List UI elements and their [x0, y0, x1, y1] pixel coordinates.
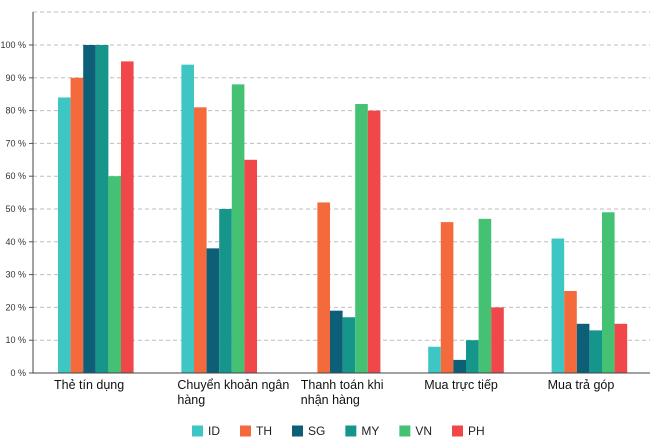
x-category-labels: Thẻ tín dụng Chuyển khoản ngân hàng Thanh t…: [54, 378, 614, 407]
bar-th-3: [440, 222, 454, 373]
bar-sg-1: [206, 248, 220, 373]
bar-sg-0: [83, 45, 96, 373]
legend-label-my: MY: [361, 424, 379, 438]
bar-my-0: [95, 45, 109, 373]
bar-sg-4: [576, 323, 590, 373]
x-category-label: Chuyển khoản ngân hàng: [177, 378, 289, 407]
y-tick-label: 60 %: [5, 171, 26, 181]
legend-label-vn: VN: [415, 424, 432, 438]
legend-swatch-my: [345, 425, 357, 437]
bar-vn-0: [108, 176, 121, 373]
legend: ID TH SG MY VN PH: [192, 424, 485, 438]
x-category-label: Mua trực tiếp: [424, 378, 498, 392]
y-tick-label: 0 %: [10, 368, 26, 378]
bar-vn-2: [355, 104, 368, 373]
y-tick-label: 100 %: [0, 40, 26, 50]
bar-ph-3: [491, 307, 504, 373]
bar-id-1: [181, 64, 194, 374]
bar-sg-3: [453, 359, 466, 373]
bar-th-0: [70, 77, 84, 374]
bar-th-4: [564, 291, 577, 373]
bar-my-4: [589, 330, 602, 373]
legend-swatch-th: [240, 425, 251, 437]
bar-id-3: [428, 346, 441, 373]
y-tick-label: 20 %: [5, 302, 26, 312]
bar-ph-1: [244, 159, 257, 373]
bars: [58, 45, 628, 374]
y-tick-label: 50 %: [5, 204, 26, 214]
axes: [29, 12, 650, 374]
bar-my-1: [219, 209, 232, 373]
y-tick-label: 10 %: [5, 335, 26, 345]
x-category-label: Thẻ tín dụng: [54, 378, 124, 392]
legend-label-th: TH: [256, 424, 272, 438]
y-tick-label: 90 %: [5, 73, 26, 83]
gridlines: [33, 11, 650, 341]
bar-vn-4: [602, 212, 615, 373]
legend-swatch-ph: [452, 425, 464, 437]
bar-id-0: [58, 97, 71, 373]
legend-label-sg: SG: [308, 424, 325, 438]
bar-my-3: [466, 340, 479, 373]
bar-ph-4: [614, 323, 628, 373]
bar-ph-2: [367, 110, 381, 373]
legend-swatch-sg: [292, 425, 303, 437]
bar-my-2: [342, 317, 356, 373]
y-tick-label: 80 %: [5, 106, 26, 116]
x-category-label: Mua trả góp: [548, 378, 615, 392]
bar-vn-1: [231, 84, 245, 374]
bar-sg-2: [330, 310, 343, 373]
legend-swatch-id: [192, 425, 203, 437]
legend-label-ph: PH: [468, 424, 485, 438]
y-tick-label: 70 %: [5, 138, 26, 148]
bar-vn-3: [478, 218, 492, 373]
x-category-label: Thanh toán khi nhận hàng: [301, 378, 384, 407]
y-tick-label: 40 %: [5, 237, 26, 247]
legend-label-id: ID: [208, 424, 220, 438]
bar-th-1: [194, 107, 207, 373]
bar-id-4: [551, 238, 565, 373]
y-tick-label: 30 %: [5, 270, 26, 280]
bar-ph-0: [121, 61, 134, 374]
legend-swatch-vn: [399, 425, 411, 437]
bar-th-2: [317, 202, 330, 373]
y-tick-labels: 0 % 10 % 20 % 30 % 40 % 50 % 60 % 70 % 80 % 90 % 1…: [0, 40, 26, 378]
